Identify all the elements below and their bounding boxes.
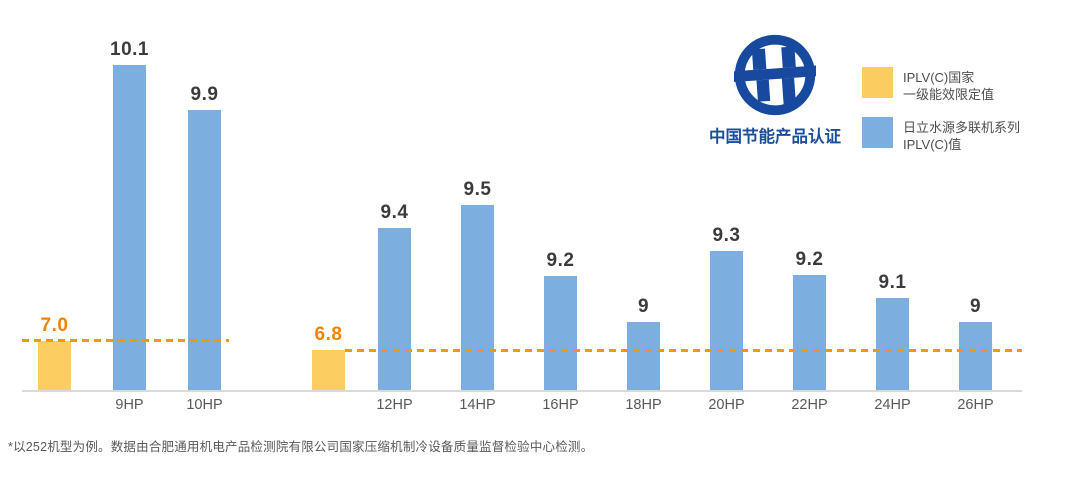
- bar-category-label: 22HP: [791, 397, 828, 413]
- legend-label-line: 一级能效限定值: [903, 87, 995, 103]
- bar-9hp: [113, 65, 146, 390]
- bar-category-label: 14HP: [459, 397, 496, 413]
- threshold-dash-line-group1: [22, 339, 229, 342]
- bar-18hp: [627, 322, 660, 390]
- bar-24hp: [876, 298, 909, 390]
- bar-12hp: [378, 228, 411, 390]
- bar-category-label: 24HP: [874, 397, 911, 413]
- legend-label-line: IPLV(C)国家: [903, 70, 975, 85]
- bar-value-label: 9.2: [795, 249, 824, 270]
- bar-value-label: 9.5: [463, 179, 492, 200]
- bar-26hp: [959, 322, 992, 390]
- legend-item-threshold: IPLV(C)国家 一级能效限定值: [862, 67, 1020, 103]
- bar-category-label: 26HP: [957, 397, 994, 413]
- bar-value-label: 9: [969, 296, 982, 317]
- threshold-value-label: 7.0: [40, 315, 69, 336]
- bar-category-label: 16HP: [542, 397, 579, 413]
- legend-item-series: 日立水源多联机系列 IPLV(C)值: [862, 117, 1020, 153]
- legend-swatch-yellow: [862, 67, 893, 98]
- footnote: *以252机型为例。数据由合肥通用机电产品检测院有限公司国家压缩机制冷设备质量监…: [8, 440, 594, 454]
- legend-label-line: 日立水源多联机系列: [903, 120, 1021, 136]
- x-axis-line: [22, 390, 1022, 392]
- bar-category-label: 9HP: [115, 397, 144, 413]
- bar-16hp: [544, 276, 577, 390]
- bar-value-label: 9.4: [380, 202, 409, 223]
- legend: IPLV(C)国家 一级能效限定值 日立水源多联机系列 IPLV(C)值: [862, 67, 1020, 168]
- bar-value-label: 9.9: [190, 84, 219, 105]
- bar-10hp: [188, 110, 221, 390]
- threshold-dash-line-group2: [345, 349, 1022, 352]
- threshold-bar-group1: [38, 341, 71, 390]
- bar-category-label: 20HP: [708, 397, 745, 413]
- bar-14hp: [461, 205, 494, 390]
- threshold-bar-group2: [312, 350, 345, 390]
- threshold-value-label: 6.8: [314, 324, 343, 345]
- bar-category-label: 18HP: [625, 397, 662, 413]
- bar-category-label: 12HP: [376, 397, 413, 413]
- bar-value-label: 9.3: [712, 225, 741, 246]
- legend-swatch-blue: [862, 117, 893, 149]
- bar-22hp: [793, 275, 826, 390]
- legend-label-series: 日立水源多联机系列 IPLV(C)值: [903, 117, 1020, 153]
- legend-label-line: IPLV(C)值: [903, 137, 962, 153]
- certification-logo: 中国节能产品认证: [695, 34, 855, 147]
- bar-value-label: 9: [637, 296, 650, 317]
- bar-value-label: 10.1: [110, 39, 149, 60]
- bar-value-label: 9.1: [878, 272, 907, 293]
- bar-value-label: 9.2: [546, 250, 575, 271]
- bar-category-label: 10HP: [186, 397, 223, 413]
- legend-label-threshold: IPLV(C)国家 一级能效限定值: [903, 67, 994, 103]
- energy-saving-certification-icon: [734, 34, 816, 116]
- bar-20hp: [710, 251, 743, 390]
- logo-caption: 中国节能产品认证: [709, 128, 841, 146]
